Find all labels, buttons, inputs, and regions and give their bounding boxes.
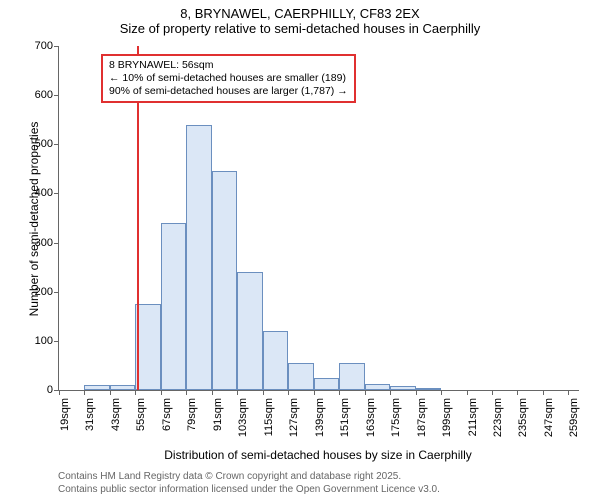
annotation-box: 8 BRYNAWEL: 56sqm← 10% of semi-detached … <box>101 54 356 103</box>
histogram-bar <box>416 388 441 390</box>
x-tick-label: 127sqm <box>288 398 300 437</box>
x-tick-label: 115sqm <box>263 398 275 436</box>
x-tick-mark <box>161 390 162 395</box>
chart-container: 8, BRYNAWEL, CAERPHILLY, CF83 2EX Size o… <box>0 0 600 500</box>
x-tick-mark <box>568 390 569 395</box>
y-tick-label: 0 <box>47 384 59 396</box>
histogram-bar <box>135 304 160 390</box>
histogram-bar <box>314 378 339 390</box>
histogram-bar <box>110 385 135 390</box>
x-tick-label: 31sqm <box>84 398 96 431</box>
x-tick-mark <box>543 390 544 395</box>
x-tick-mark <box>110 390 111 395</box>
y-tick-label: 200 <box>35 286 59 298</box>
histogram-bar <box>365 384 390 390</box>
x-tick-mark <box>59 390 60 395</box>
x-tick-mark <box>365 390 366 395</box>
x-tick-label: 55sqm <box>135 398 147 431</box>
x-axis-label: Distribution of semi-detached houses by … <box>58 448 578 462</box>
x-tick-mark <box>390 390 391 395</box>
x-tick-mark <box>288 390 289 395</box>
y-tick-label: 700 <box>35 40 59 52</box>
x-tick-mark <box>212 390 213 395</box>
x-tick-label: 103sqm <box>237 398 249 437</box>
x-tick-label: 259sqm <box>568 398 580 437</box>
x-tick-label: 235sqm <box>517 398 529 437</box>
x-tick-label: 151sqm <box>339 398 351 437</box>
x-tick-label: 187sqm <box>416 398 428 437</box>
histogram-bar <box>212 171 237 390</box>
histogram-bar <box>84 385 109 390</box>
histogram-bar <box>161 223 186 390</box>
y-tick-label: 600 <box>35 89 59 101</box>
x-tick-mark <box>135 390 136 395</box>
x-tick-mark <box>186 390 187 395</box>
x-tick-label: 91sqm <box>212 398 224 431</box>
x-tick-label: 79sqm <box>186 398 198 431</box>
x-tick-mark <box>517 390 518 395</box>
histogram-bar <box>390 386 415 390</box>
footer-line-1: Contains HM Land Registry data © Crown c… <box>58 471 600 484</box>
x-tick-mark <box>416 390 417 395</box>
y-tick-label: 100 <box>35 335 59 347</box>
x-tick-mark <box>467 390 468 395</box>
x-tick-label: 67sqm <box>161 398 173 431</box>
y-tick-label: 300 <box>35 237 59 249</box>
x-tick-label: 247sqm <box>543 398 555 437</box>
title-line-2: Size of property relative to semi-detach… <box>0 21 600 36</box>
annotation-line-3: 90% of semi-detached houses are larger (… <box>109 85 348 98</box>
x-tick-mark <box>314 390 315 395</box>
x-tick-label: 199sqm <box>441 398 453 437</box>
x-tick-label: 163sqm <box>365 398 377 437</box>
x-tick-mark <box>237 390 238 395</box>
x-tick-mark <box>492 390 493 395</box>
x-tick-mark <box>441 390 442 395</box>
x-tick-mark <box>84 390 85 395</box>
x-tick-label: 223sqm <box>492 398 504 437</box>
footer-line-2: Contains public sector information licen… <box>58 484 600 497</box>
x-tick-label: 175sqm <box>390 398 402 437</box>
histogram-bar <box>263 331 288 390</box>
x-tick-label: 43sqm <box>110 398 122 431</box>
title-line-1: 8, BRYNAWEL, CAERPHILLY, CF83 2EX <box>0 6 600 21</box>
x-tick-label: 211sqm <box>467 398 479 436</box>
x-tick-label: 139sqm <box>314 398 326 437</box>
plot-area: 010020030040050060070019sqm31sqm43sqm55s… <box>58 46 579 391</box>
histogram-bar <box>339 363 364 390</box>
y-axis-label: Number of semi-detached properties <box>27 99 41 339</box>
x-tick-mark <box>263 390 264 395</box>
x-tick-label: 19sqm <box>59 398 71 431</box>
title-block: 8, BRYNAWEL, CAERPHILLY, CF83 2EX Size o… <box>0 0 600 36</box>
annotation-line-1: 8 BRYNAWEL: 56sqm <box>109 59 348 72</box>
histogram-bar <box>237 272 262 390</box>
y-tick-label: 400 <box>35 187 59 199</box>
y-tick-label: 500 <box>35 138 59 150</box>
x-tick-mark <box>339 390 340 395</box>
histogram-bar <box>288 363 313 390</box>
footer: Contains HM Land Registry data © Crown c… <box>0 471 600 496</box>
histogram-bar <box>186 125 211 390</box>
annotation-line-2: ← 10% of semi-detached houses are smalle… <box>109 72 348 85</box>
